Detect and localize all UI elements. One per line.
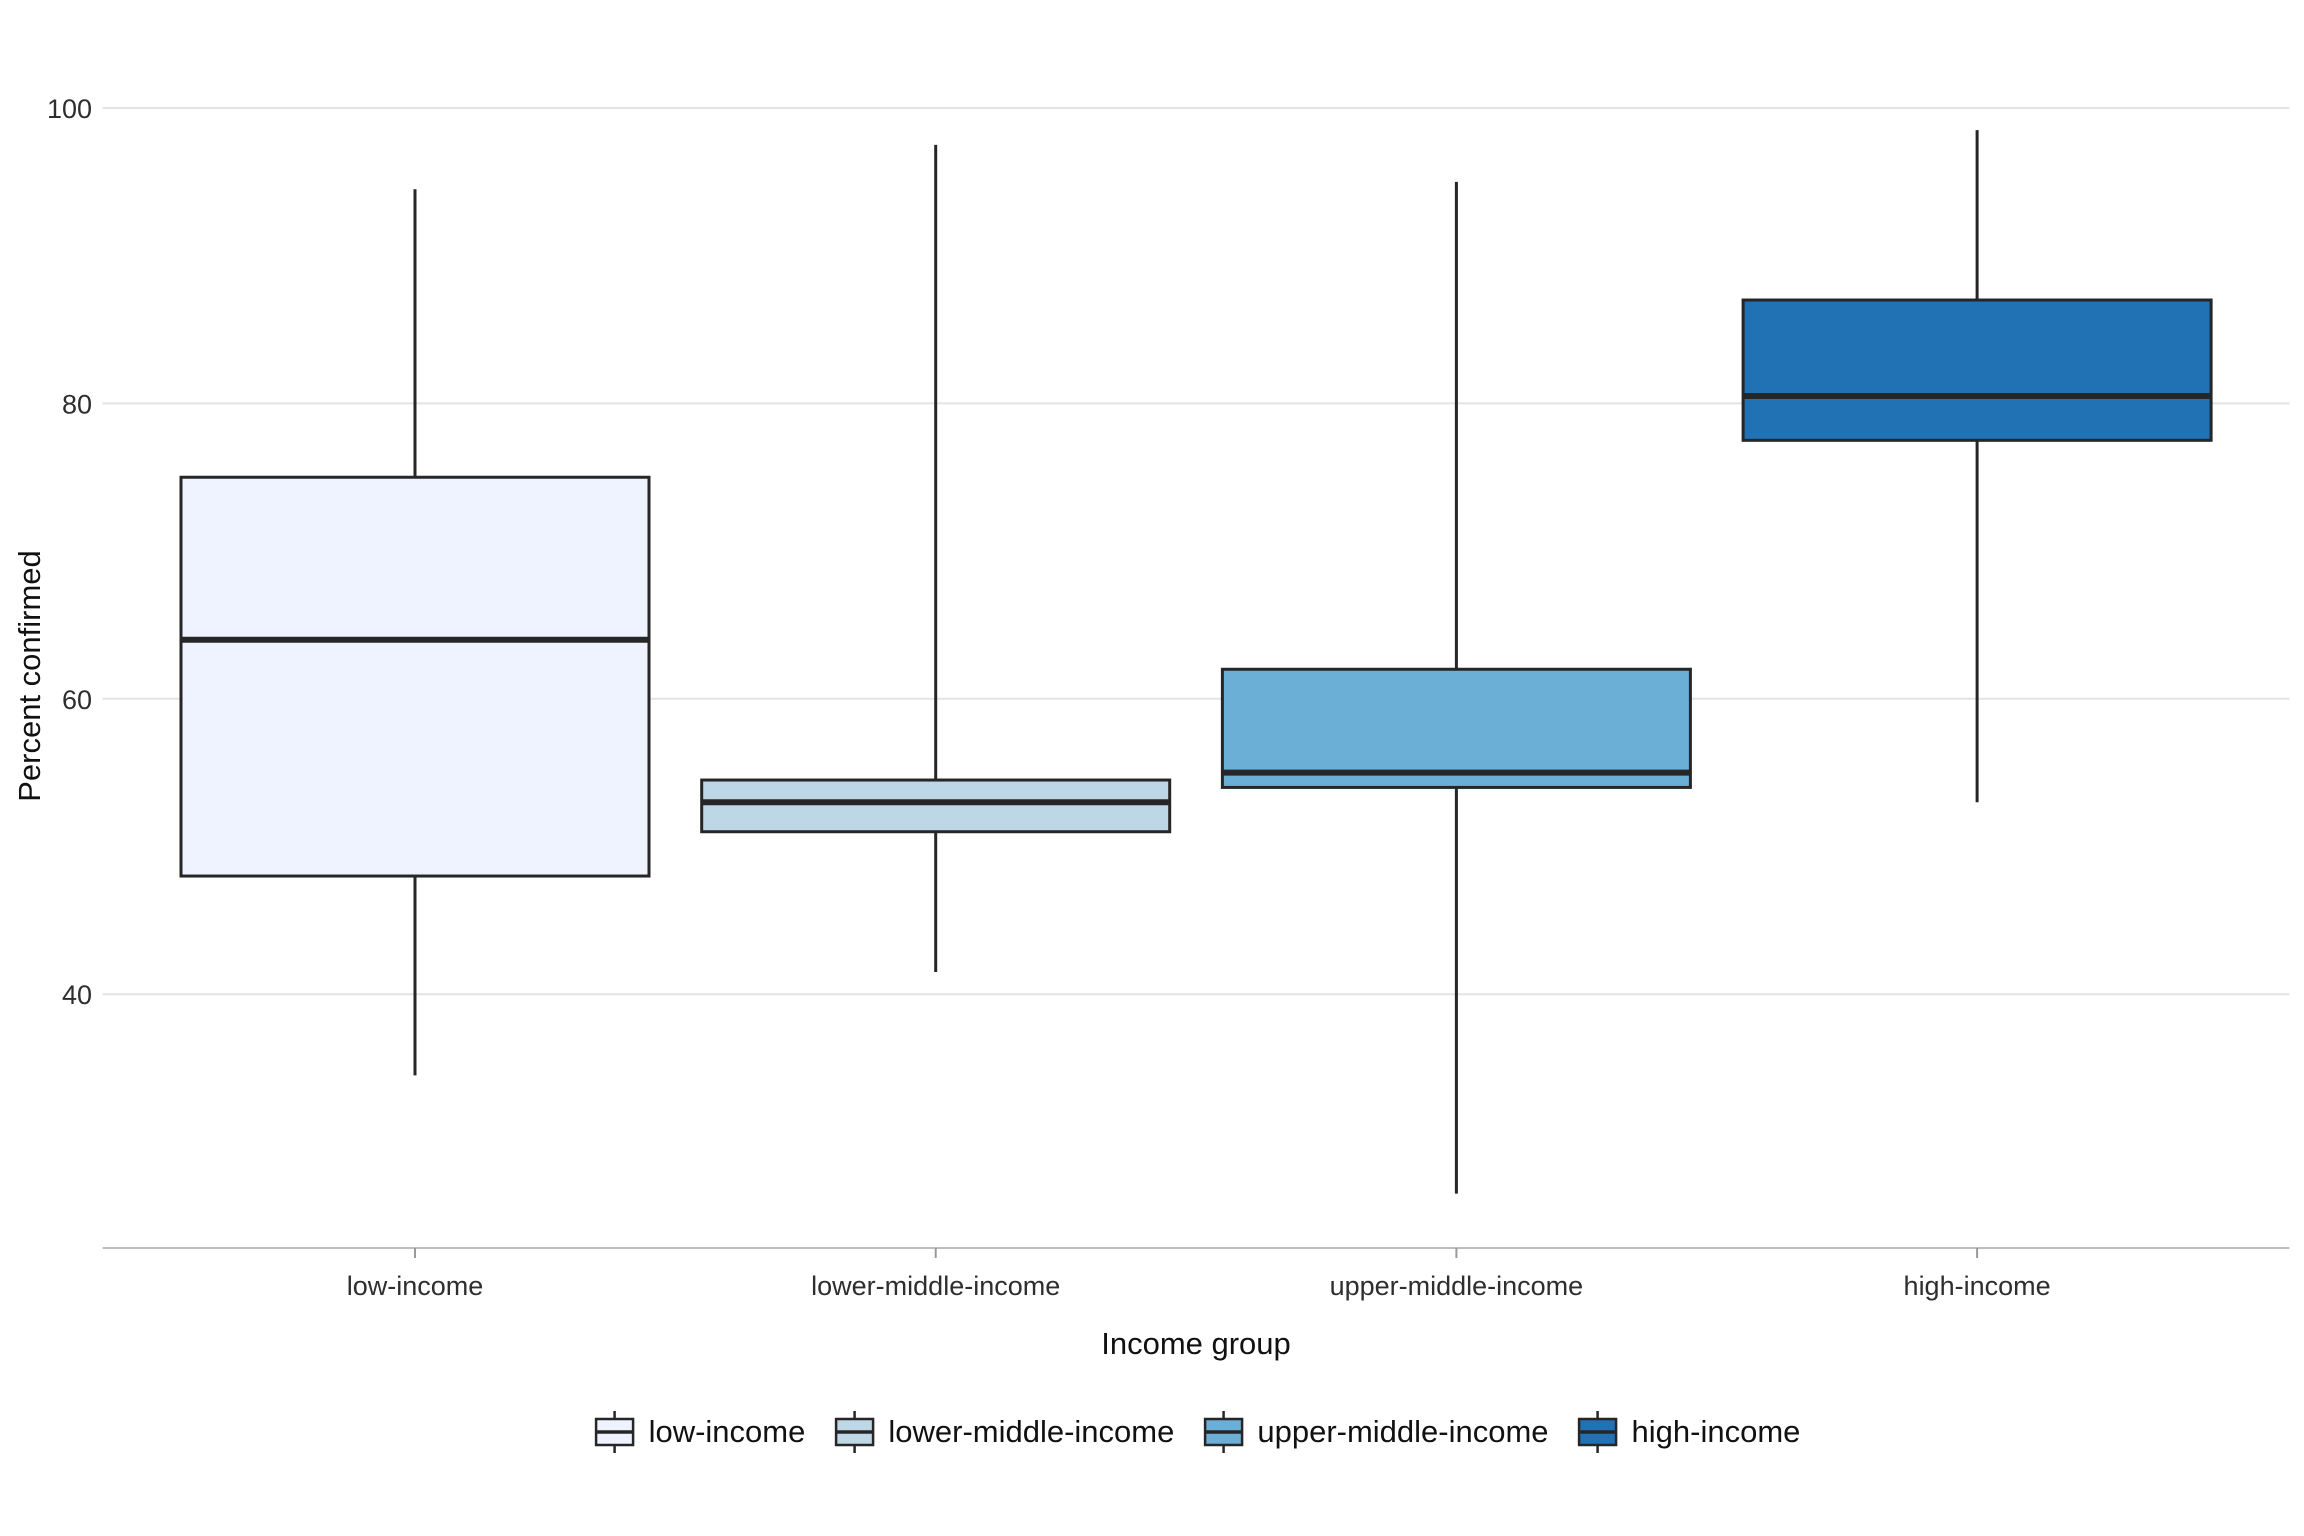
x-tick-label-lower-middle-income: lower-middle-income <box>811 1271 1060 1301</box>
box-high-income <box>1741 130 2213 803</box>
legend-label: high-income <box>1631 1414 1801 1449</box>
box-upper-middle-income <box>1220 181 1692 1194</box>
legend: low-income lower-middle-income upper-middl… <box>592 1409 1801 1455</box>
legend-key-boxplot-icon <box>594 1411 635 1453</box>
x-tick-label-high-income: high-income <box>1904 1271 2051 1301</box>
legend-label: low-income <box>648 1414 806 1449</box>
y-tick-label: 100 <box>47 94 92 124</box>
legend-item-low-income: low-income <box>592 1409 806 1455</box>
iqr-box-lower-middle-income <box>700 778 1172 834</box>
legend-item-lower-middle-income: lower-middle-income <box>831 1409 1174 1455</box>
iqr-box-low-income <box>179 475 651 878</box>
x-tick-label-low-income: low-income <box>347 1271 484 1301</box>
y-tick-label: 80 <box>62 389 92 419</box>
x-tick-label-upper-middle-income: upper-middle-income <box>1330 1271 1584 1301</box>
legend-item-high-income: high-income <box>1575 1409 1801 1455</box>
legend-key-boxplot-icon <box>834 1411 875 1453</box>
y-axis-title: Percent confirmed <box>12 550 47 802</box>
y-tick-label: 60 <box>62 685 92 715</box>
box-lower-middle-income <box>700 144 1172 973</box>
legend-label: lower-middle-income <box>888 1414 1175 1449</box>
legend-item-upper-middle-income: upper-middle-income <box>1200 1409 1549 1455</box>
y-tick-label: 40 <box>62 980 92 1010</box>
iqr-box-high-income <box>1741 298 2213 442</box>
legend-key-boxplot-icon <box>1577 1411 1618 1453</box>
box-low-income <box>179 189 651 1076</box>
iqr-box-upper-middle-income <box>1220 667 1692 789</box>
legend-label: upper-middle-income <box>1257 1414 1549 1449</box>
x-axis-title: Income group <box>1101 1326 1291 1361</box>
legend-key-boxplot-icon <box>1203 1411 1244 1453</box>
